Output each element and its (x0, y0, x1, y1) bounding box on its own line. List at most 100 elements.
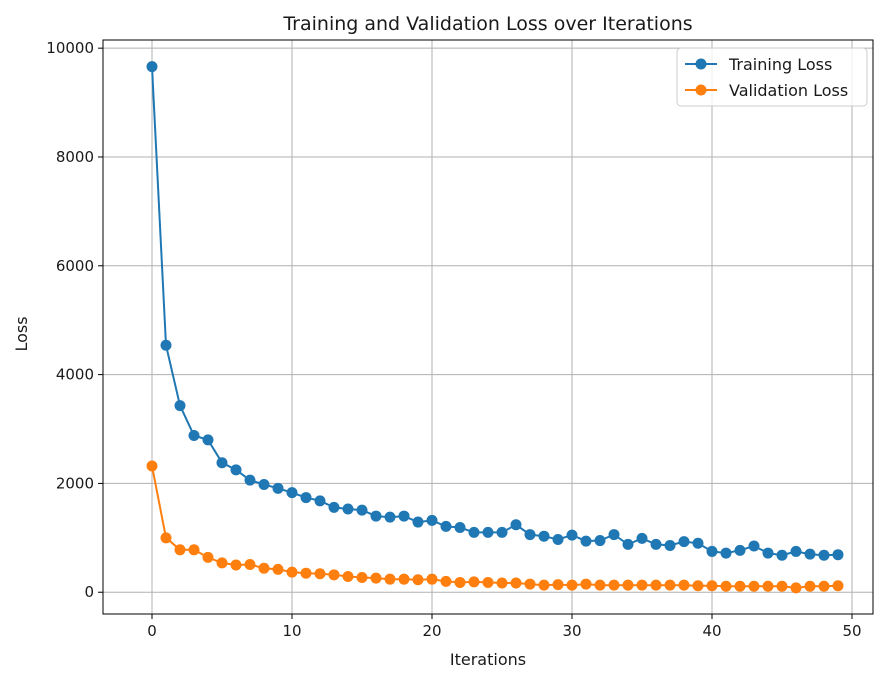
training-loss-point (720, 547, 732, 559)
validation-loss-point (230, 559, 242, 571)
x-tick-label: 10 (282, 622, 301, 640)
training-loss-point (314, 495, 326, 507)
training-loss-point (244, 474, 256, 486)
validation-loss-point (622, 579, 634, 591)
training-loss-point (818, 549, 830, 561)
validation-loss-point (510, 577, 522, 589)
y-axis-label: Loss (12, 316, 31, 351)
training-loss-point (258, 479, 270, 491)
validation-loss-point (496, 577, 508, 589)
validation-loss-point (342, 570, 354, 582)
validation-loss-point (734, 580, 746, 592)
validation-loss-point (566, 579, 578, 591)
training-loss-point (678, 536, 690, 548)
training-loss-point (692, 537, 704, 549)
training-loss-point (216, 457, 228, 469)
training-loss-point (160, 339, 172, 351)
legend: Training Loss Validation Loss (676, 47, 868, 107)
training-loss-point (440, 520, 452, 532)
validation-loss-point (286, 566, 298, 578)
y-tick-label: 6000 (56, 257, 94, 275)
training-loss-point (328, 501, 340, 513)
validation-loss-point (678, 579, 690, 591)
training-loss-point (594, 535, 606, 547)
training-loss-point (454, 521, 466, 533)
training-loss-point (650, 538, 662, 550)
validation-loss-point (524, 578, 536, 590)
validation-loss-point (202, 551, 214, 563)
ticks: 0 10 20 30 40 50 0 2000 4000 6000 8000 10000 (46, 39, 861, 640)
training-loss-point (524, 529, 536, 541)
y-tick-label: 10000 (46, 39, 94, 57)
x-tick-label: 30 (562, 622, 581, 640)
validation-loss-point (748, 580, 760, 592)
legend-training-loss-label: Training Loss (728, 55, 832, 74)
training-loss-point (202, 434, 214, 446)
legend-training-loss-marker (695, 58, 707, 70)
y-tick-label: 4000 (56, 366, 94, 384)
validation-loss-point (692, 580, 704, 592)
training-loss-point (706, 545, 718, 557)
chart-title: Training and Validation Loss over Iterat… (282, 13, 692, 35)
training-loss-point (300, 492, 312, 504)
training-loss-point (188, 430, 200, 442)
validation-loss-point (188, 544, 200, 556)
training-loss-point (146, 61, 158, 73)
validation-loss-point (370, 572, 382, 584)
training-loss-point (342, 503, 354, 515)
training-loss-point (412, 516, 424, 528)
validation-loss-point (706, 580, 718, 592)
training-loss-point (790, 545, 802, 557)
plot-area-frame (102, 39, 874, 615)
validation-loss-point (328, 569, 340, 581)
training-loss-point (622, 538, 634, 550)
validation-loss-point (398, 573, 410, 585)
validation-loss-point (146, 460, 158, 472)
x-tick-label: 40 (702, 622, 721, 640)
legend-validation-loss-marker (695, 84, 707, 96)
validation-loss-point (454, 576, 466, 588)
validation-loss-point (650, 579, 662, 591)
training-loss-point (762, 547, 774, 559)
y-tick-label: 0 (84, 583, 94, 601)
training-loss-point (286, 487, 298, 499)
training-loss-point (566, 529, 578, 541)
validation-loss-point (636, 579, 648, 591)
validation-loss-point (440, 575, 452, 587)
series-layer (146, 61, 844, 594)
legend-box (676, 47, 868, 107)
validation-loss-point (384, 573, 396, 585)
training-loss-point (398, 510, 410, 522)
training-loss-point (496, 526, 508, 538)
training-loss-point (804, 548, 816, 560)
validation-loss-point (482, 576, 494, 588)
x-axis-label: Iterations (450, 650, 526, 669)
validation-loss-point (314, 568, 326, 580)
training-loss-point (538, 530, 550, 542)
training-loss-point (468, 526, 480, 538)
training-loss-point (832, 549, 844, 561)
validation-loss-point (804, 580, 816, 592)
training-loss-point (734, 544, 746, 556)
validation-loss-point (538, 579, 550, 591)
validation-loss-point (174, 544, 186, 556)
training-loss-point (174, 400, 186, 412)
training-loss-point (748, 540, 760, 552)
training-loss-point (384, 511, 396, 523)
grid (103, 40, 873, 614)
x-tick-label: 50 (842, 622, 861, 640)
training-loss-point (370, 510, 382, 522)
validation-loss-point (664, 579, 676, 591)
validation-loss-point (762, 580, 774, 592)
validation-loss-point (426, 573, 438, 585)
validation-loss-point (160, 532, 172, 544)
training-loss-point (426, 514, 438, 526)
validation-loss-point (818, 580, 830, 592)
y-tick-label: 2000 (56, 474, 94, 492)
x-tick-label: 0 (147, 622, 157, 640)
validation-loss-point (244, 558, 256, 570)
x-tick-label: 20 (422, 622, 441, 640)
training-loss-point (482, 526, 494, 538)
training-loss-point (356, 504, 368, 516)
validation-loss-point (300, 567, 312, 579)
